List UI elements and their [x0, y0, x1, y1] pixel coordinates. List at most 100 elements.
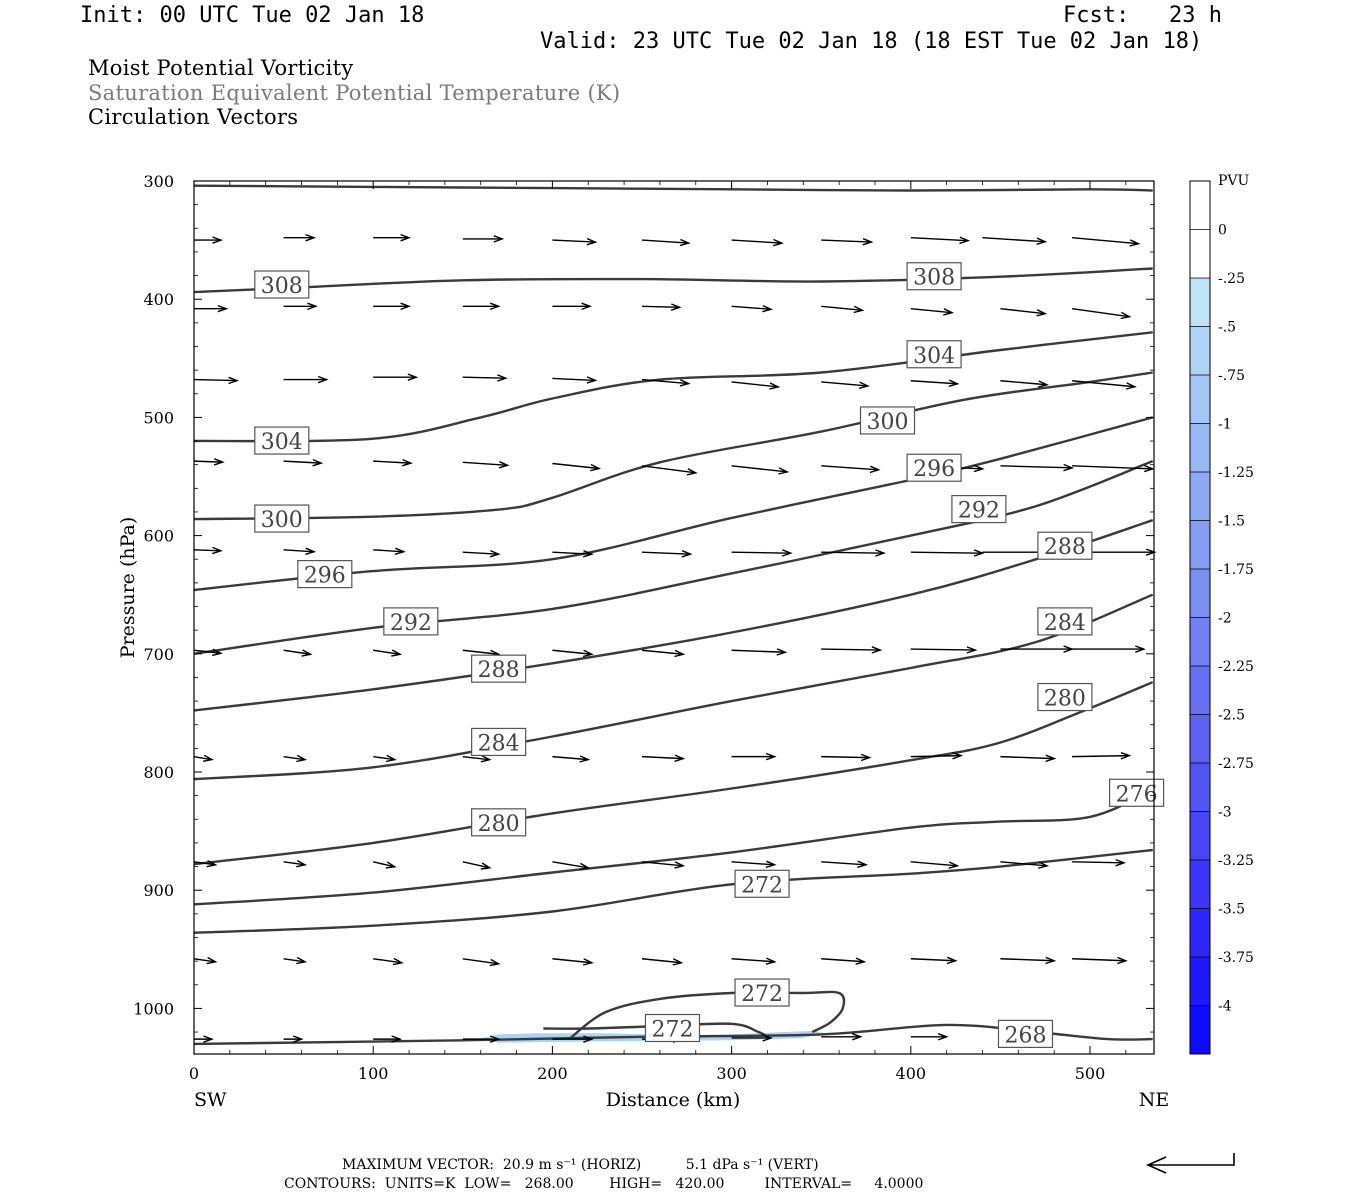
title-circulation: Circulation Vectors — [88, 105, 299, 129]
circulation-vector — [283, 302, 318, 311]
circulation-vector — [821, 753, 872, 762]
contour-label-text: 276 — [1116, 782, 1158, 807]
circulation-vector — [283, 547, 317, 555]
circulation-vector — [193, 376, 240, 385]
colorbar-label: -.25 — [1218, 271, 1245, 287]
circulation-vector — [910, 646, 978, 654]
isentrope-304 — [194, 331, 1153, 443]
contour-label-text: 284 — [478, 731, 520, 756]
colorbar-swatch — [1190, 617, 1210, 666]
circulation-vector — [982, 237, 1048, 245]
circulation-vector — [731, 648, 788, 656]
contour-label-300: 300 — [254, 504, 310, 533]
init-time: Init: 00 UTC Tue 02 Jan 18 — [80, 3, 425, 28]
contour-label-280: 280 — [471, 808, 527, 837]
y-tick-label: 900 — [143, 881, 174, 900]
circulation-vector — [731, 860, 777, 868]
contour-label-296: 296 — [297, 560, 353, 589]
circulation-vector — [731, 381, 781, 390]
x-tick-label: 400 — [896, 1064, 927, 1083]
colorbar-label: -3 — [1218, 805, 1232, 821]
circulation-vector — [373, 302, 412, 311]
colorbar-swatch — [1190, 423, 1210, 472]
contour-label-text: 292 — [390, 611, 432, 636]
contour-label-layer: 308 3083043043003002962962922922882882842… — [254, 262, 1165, 1048]
contour-label-304: 304 — [254, 426, 310, 455]
circulation-vector — [821, 381, 870, 389]
isentrope-268 — [194, 1023, 1153, 1046]
circulation-vector — [821, 957, 867, 965]
circulation-vector — [462, 302, 501, 311]
circulation-vector — [821, 860, 869, 868]
y-tick-label: 600 — [143, 527, 174, 546]
contour-label-text: 288 — [1044, 535, 1086, 560]
circulation-vector — [1071, 307, 1132, 320]
circulation-vector — [552, 237, 598, 246]
circulation-vector — [910, 1033, 949, 1041]
contour-label-text: 304 — [261, 430, 303, 455]
circulation-vector — [283, 859, 308, 868]
circulation-vector — [373, 861, 397, 869]
contour-label-308: 308 — [906, 262, 962, 291]
plot-frame — [193, 180, 1155, 1055]
circulation-vector — [1072, 858, 1127, 867]
contour-label-288: 288 — [1037, 531, 1093, 560]
colorbar-swatch — [1190, 957, 1210, 1006]
isentrope-layer — [194, 184, 1154, 1046]
circulation-vector — [641, 303, 682, 311]
isentrope-272 — [569, 990, 846, 1039]
contour-label-box — [297, 560, 353, 589]
circulation-vector — [731, 465, 790, 475]
vector-layer — [193, 233, 1157, 1043]
circulation-vector — [283, 754, 308, 763]
circulation-vector — [193, 546, 223, 555]
circulation-vector — [821, 1033, 863, 1041]
circulation-vector — [373, 649, 403, 657]
circulation-vector — [731, 752, 777, 761]
colorbar-swatch — [1190, 666, 1210, 715]
ne-label: NE — [1139, 1089, 1170, 1111]
reference-vector-shaft — [1148, 1153, 1235, 1166]
y-tick-label: 400 — [143, 290, 174, 309]
circulation-vector — [193, 754, 214, 762]
y-tick-label: 700 — [143, 645, 174, 664]
contour-label-text: 300 — [261, 508, 303, 533]
colorbar-title: PVU — [1218, 173, 1250, 189]
circulation-vector — [821, 238, 874, 246]
contour-label-276: 276 — [1108, 778, 1165, 807]
contour-label-text: 296 — [304, 564, 346, 589]
circulation-vector — [641, 238, 691, 247]
colorbar-label: -2.75 — [1218, 756, 1254, 772]
axes-layer: 300 400 500 600 700 800 900 1000 0 100 200 300 400 50… — [117, 172, 1169, 1111]
circulation-vector — [462, 754, 492, 763]
circulation-vector — [283, 233, 317, 242]
colorbar-swatch — [1190, 472, 1210, 521]
circulation-vector — [462, 374, 508, 382]
circulation-vector — [462, 861, 492, 870]
circulation-vector — [283, 649, 313, 657]
contour-label-280: 280 — [1037, 682, 1093, 712]
circulation-vector — [552, 376, 598, 384]
circulation-vector — [194, 1035, 214, 1043]
colorbar-label: -1.75 — [1218, 562, 1254, 578]
circulation-vector — [462, 1035, 501, 1043]
contour-label-box — [859, 406, 916, 435]
isentrope-312 — [194, 184, 1153, 192]
circulation-vector — [373, 233, 412, 242]
contour-label-box — [734, 978, 790, 1007]
contour-label-292: 292 — [951, 494, 1007, 524]
isentrope-288 — [194, 519, 1154, 712]
circulation-vector — [552, 755, 591, 763]
contour-label-box — [1037, 531, 1093, 560]
contour-label-text: 268 — [1004, 1023, 1046, 1048]
circulation-vector — [910, 549, 985, 557]
colorbar-swatch — [1190, 181, 1210, 230]
colorbar-swatch — [1190, 520, 1210, 569]
contour-label-box — [906, 340, 962, 369]
colorbar-swatch — [1190, 278, 1210, 327]
circulation-vector — [910, 236, 971, 245]
circulation-vector — [552, 649, 594, 658]
circulation-vector — [641, 465, 698, 476]
circulation-vector — [373, 547, 406, 555]
circulation-vector — [821, 646, 883, 654]
